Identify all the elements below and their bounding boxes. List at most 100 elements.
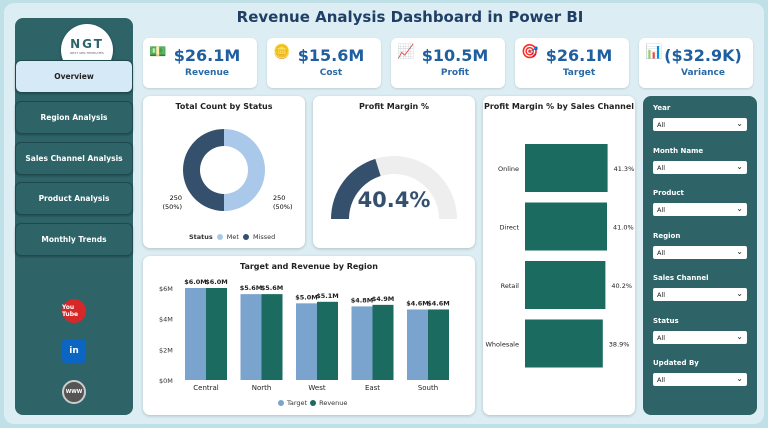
filter-label: Updated By	[653, 359, 699, 367]
filter-label: Year	[653, 104, 671, 112]
bar-revenue[interactable]	[206, 288, 227, 380]
kpi-profit: 📈 $10.5M Profit	[391, 38, 505, 88]
kpi-label: Target	[562, 68, 596, 78]
nav-region-analysis[interactable]: Region Analysis	[15, 101, 133, 134]
legend-dot-met	[216, 234, 223, 240]
coins-icon: 🪙	[273, 44, 291, 60]
data-label: $4.9M	[372, 295, 395, 303]
bar-channel[interactable]	[525, 319, 603, 368]
data-label: $5.6M	[240, 284, 263, 292]
kpi-value: $26.1M	[173, 46, 241, 65]
data-label: $5.0M	[295, 293, 318, 301]
filter-label: Region	[653, 231, 681, 240]
bar-revenue[interactable]	[428, 309, 449, 380]
chevron-down-icon: ⌄	[736, 331, 743, 341]
filter-dropdown[interactable]: All ⌄	[653, 288, 747, 301]
filter-dropdown[interactable]: All ⌄	[653, 330, 747, 344]
bar-revenue[interactable]	[317, 301, 338, 380]
bar-channel[interactable]	[525, 144, 608, 192]
nav-monthly-trends[interactable]: Monthly Trends	[15, 223, 133, 256]
filter-value: All	[657, 248, 666, 257]
bar-target[interactable]	[407, 309, 428, 380]
filter-label: Status	[653, 316, 679, 325]
kpi-label: Variance	[681, 68, 725, 78]
profit-chart-icon: 📈	[397, 44, 415, 60]
data-label: 41.3%	[614, 165, 635, 173]
chevron-down-icon: ⌄	[736, 246, 743, 256]
nav-sales-channel-analysis[interactable]: Sales Channel Analysis	[15, 142, 133, 175]
gauge-value: 40.4%	[357, 188, 431, 212]
filter-dropdown[interactable]: All ⌄	[653, 203, 747, 216]
linkedin-icon[interactable]: in	[62, 339, 86, 363]
profit-margin-gauge-card: Profit Margin % 40.4%	[313, 96, 475, 248]
kpi-revenue: 💵 $26.1M Revenue	[143, 38, 257, 88]
kpi-value: $15.6M	[297, 46, 365, 65]
filter-dropdown[interactable]: All ⌄	[653, 118, 747, 131]
bar-revenue[interactable]	[261, 294, 283, 380]
bar-target[interactable]	[240, 294, 262, 380]
legend-missed[interactable]: Missed	[252, 233, 276, 241]
data-label: $6.0M	[184, 278, 207, 286]
kpi-target: 🎯 $26.1M Target	[515, 38, 629, 88]
kpi-label: Revenue	[185, 68, 229, 78]
money-icon: 💵	[149, 44, 167, 60]
page-title: Revenue Analysis Dashboard in Power BI	[236, 8, 584, 26]
category-label: Retail	[501, 282, 520, 290]
chart-title: Profit Margin %	[358, 102, 430, 111]
bar-target[interactable]	[296, 303, 317, 380]
filter-dropdown[interactable]: All ⌄	[653, 160, 747, 174]
x-tick-label: West	[308, 384, 325, 392]
region-bar-chart: $0M $2M $4M $6M $6.0M$6.0M Central $5.6M$5.6M N…	[159, 278, 450, 392]
y-tick-label: $6M	[159, 285, 173, 293]
chevron-down-icon: ⌄	[736, 204, 743, 213]
filter-value: All	[657, 333, 666, 342]
nav-product-analysis[interactable]: Product Analysis	[15, 182, 133, 215]
data-label: 41.0%	[613, 224, 634, 232]
data-label: $4.8M	[351, 296, 374, 304]
y-tick-label: $0M	[159, 377, 173, 385]
x-tick-label: North	[252, 384, 272, 392]
bar-channel[interactable]	[525, 261, 606, 309]
donut-legend: Status Met Missed	[189, 233, 275, 241]
chevron-down-icon: ⌄	[736, 161, 743, 171]
donut-chart: 250 (50%) 250 (50%)	[162, 129, 293, 211]
data-label: $4.6M	[406, 299, 429, 307]
chevron-down-icon: ⌄	[736, 119, 743, 128]
label-met-pct: (50%)	[273, 203, 293, 211]
bar-revenue[interactable]	[372, 304, 394, 380]
donut-slice-met[interactable]	[224, 129, 265, 211]
kpi-cost: 🪙 $15.6M Cost	[267, 38, 381, 88]
bar-target[interactable]	[351, 306, 373, 380]
sales-channel-bar-chart: Online 41.3% Direct 41.0% Retail 40.2% Wholesa…	[485, 144, 635, 368]
target-person-icon: 🎯	[521, 44, 539, 60]
bar-channel[interactable]	[525, 202, 607, 251]
logo-subtitle: NEXT GEN TEMPLATES	[70, 51, 104, 55]
bar-target[interactable]	[185, 288, 206, 380]
status-donut-card: Total Count by Status 250 (50%) 250 (50%…	[143, 96, 305, 248]
legend-target[interactable]: Target	[287, 399, 308, 407]
x-tick-label: East	[365, 384, 380, 392]
filter-panel: Year All ⌄ Month Name All ⌄ Product All ⌄ Region A…	[643, 96, 757, 415]
chart-title: Profit Margin % by Sales Channel	[483, 102, 635, 111]
data-label: $4.6M	[427, 299, 450, 307]
data-label: $5.6M	[261, 284, 284, 292]
legend-dot-target	[278, 400, 284, 406]
nav-overview[interactable]: Overview	[15, 60, 133, 93]
data-label: 40.2%	[611, 282, 632, 290]
legend-revenue[interactable]: Revenue	[319, 399, 348, 407]
category-label: Direct	[500, 224, 520, 232]
gauge-value-arc	[331, 158, 381, 219]
legend-dot-missed	[242, 234, 249, 240]
filter-dropdown[interactable]: All ⌄	[653, 245, 747, 259]
filter-value: All	[657, 206, 666, 214]
region-bar-card: Target and Revenue by Region $0M $2M $4M $6…	[143, 256, 475, 415]
legend-dot-revenue	[310, 400, 317, 406]
chart-title: Total Count by Status	[175, 102, 273, 111]
legend-met[interactable]: Met	[226, 233, 239, 241]
filter-dropdown[interactable]: All ⌄	[653, 373, 747, 386]
kpi-value: $10.5M	[421, 46, 489, 65]
donut-slice-missed[interactable]	[183, 129, 224, 211]
globe-icon[interactable]: WWW	[62, 380, 86, 404]
youtube-icon[interactable]: You Tube	[62, 299, 86, 323]
data-label: $5.1M	[316, 292, 339, 300]
